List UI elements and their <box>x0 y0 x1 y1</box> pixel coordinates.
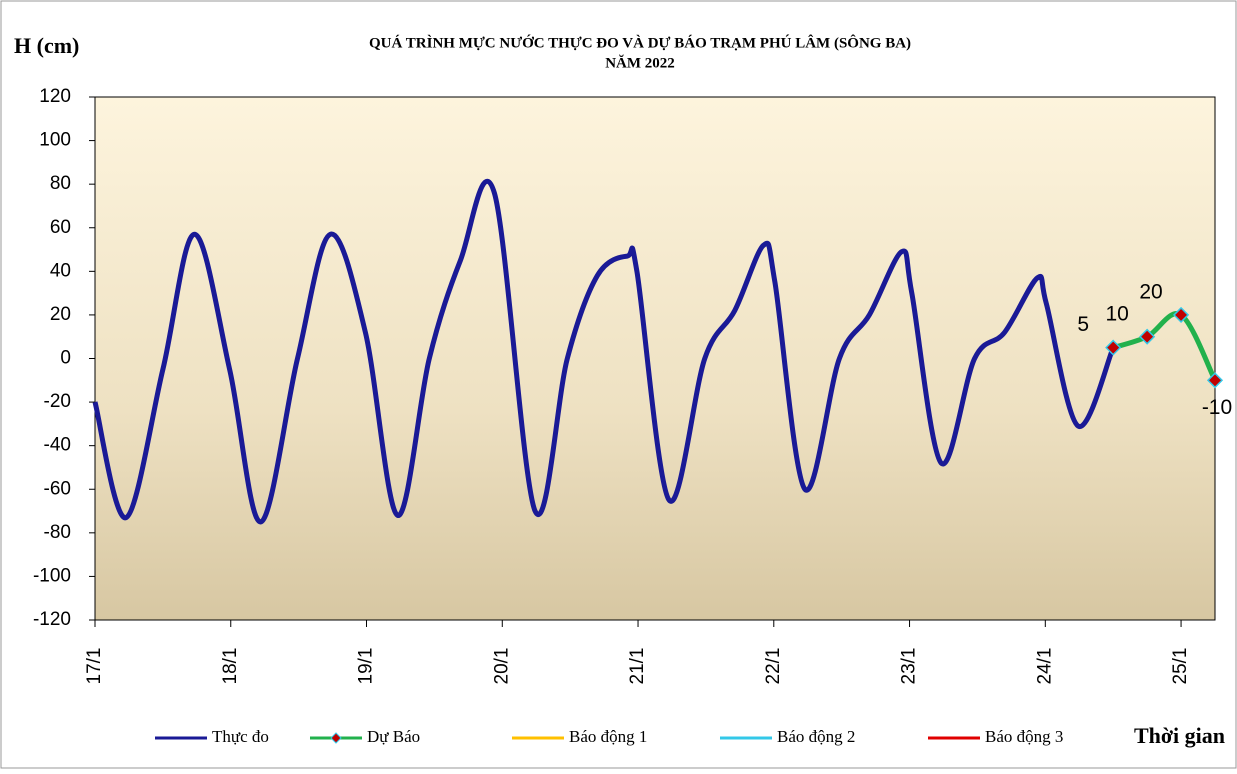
x-tick-label: 25/1 <box>1170 648 1191 685</box>
legend-label: Báo động 2 <box>777 727 855 746</box>
x-tick-label: 17/1 <box>84 648 105 685</box>
x-tick-label: 24/1 <box>1034 648 1055 685</box>
series-line <box>92 179 1116 525</box>
y-tick-label: 60 <box>50 217 71 238</box>
x-tick-label: 21/1 <box>627 648 648 685</box>
data-label: -10 <box>1202 396 1232 419</box>
plot-area <box>94 96 1216 621</box>
y-tick-label: 0 <box>60 348 71 369</box>
x-tick-label: 20/1 <box>491 648 512 685</box>
data-label: 10 <box>1105 302 1128 325</box>
data-label: 5 <box>1077 313 1089 336</box>
y-tick-label: 100 <box>39 130 71 151</box>
y-tick-label: 40 <box>50 260 71 281</box>
x-axis-label: Thời gian <box>1134 723 1225 748</box>
chart-subtitle: NĂM 2022 <box>605 54 675 71</box>
chart-title: QUÁ TRÌNH MỰC NƯỚC THỰC ĐO VÀ DỰ BÁO TRẠ… <box>369 34 911 51</box>
legend-marker <box>330 732 342 744</box>
x-tick-label: 22/1 <box>763 648 784 685</box>
y-tick-label: -60 <box>44 478 71 499</box>
legend-label: Báo động 1 <box>569 727 647 746</box>
marker <box>1105 339 1122 356</box>
marker <box>1206 372 1224 389</box>
legend-label: Thực đo <box>212 727 269 746</box>
y-tick-label: -40 <box>44 435 71 456</box>
y-tick-label: -120 <box>33 609 71 630</box>
y-tick-label: -100 <box>33 565 71 586</box>
x-tick-label: 19/1 <box>356 648 377 685</box>
legend-label: Dự Báo <box>367 727 420 746</box>
x-tick-label: 23/1 <box>899 648 920 685</box>
y-tick-label: -80 <box>44 522 71 543</box>
series-line <box>1112 311 1218 382</box>
data-label: 20 <box>1139 280 1162 303</box>
marker <box>1172 306 1190 323</box>
y-tick-label: 80 <box>50 173 71 194</box>
y-tick-label: -20 <box>44 391 71 412</box>
y-axis-label: H (cm) <box>14 33 79 58</box>
y-tick-label: 20 <box>50 304 71 325</box>
marker <box>1139 328 1156 345</box>
legend-label: Báo động 3 <box>985 727 1063 746</box>
x-tick-label: 18/1 <box>220 648 241 685</box>
y-tick-label: 120 <box>39 86 71 107</box>
